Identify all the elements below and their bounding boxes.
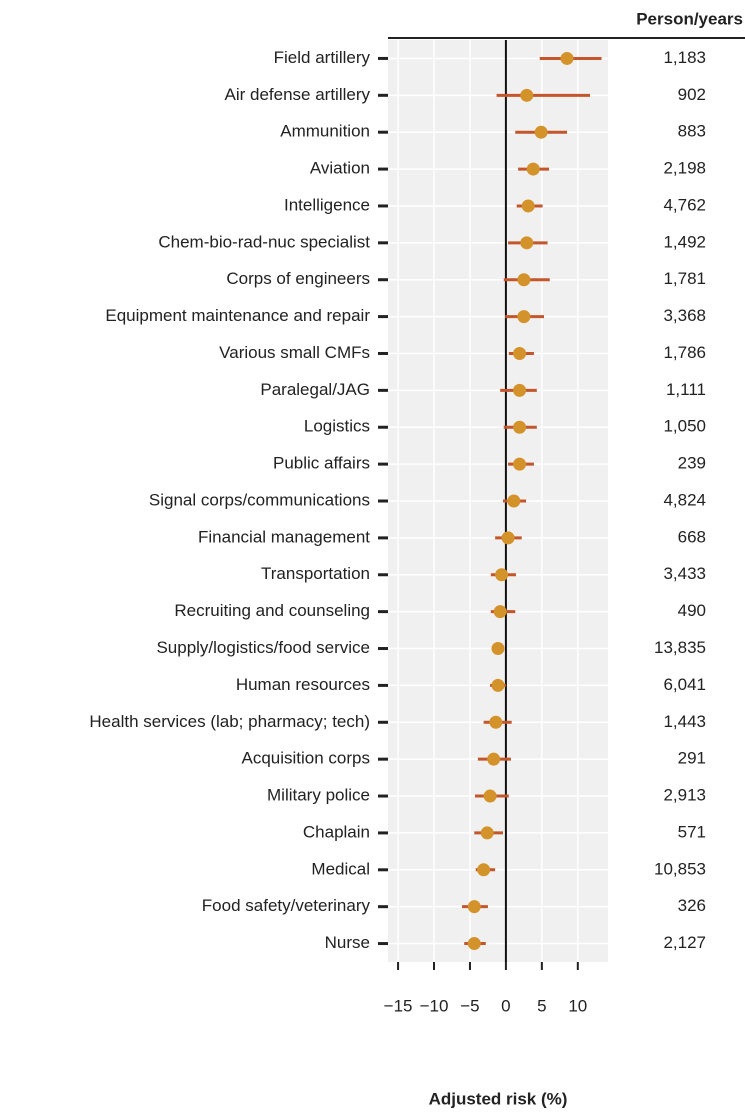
- y-tick-label: Paralegal/JAG: [260, 380, 370, 399]
- point-estimate: [483, 789, 497, 803]
- person-years: 2,198: [663, 159, 706, 178]
- person-years: 2,127: [663, 933, 706, 952]
- point-estimate: [507, 494, 521, 508]
- point-estimate: [513, 457, 527, 471]
- y-tick-label: Field artillery: [274, 48, 371, 67]
- person-years: 490: [678, 601, 706, 620]
- person-years: 13,835: [654, 638, 706, 657]
- point-estimate: [501, 531, 515, 545]
- x-tick-label: 5: [537, 996, 546, 1015]
- y-tick-label: Logistics: [304, 417, 370, 436]
- y-tick-label: Various small CMFs: [219, 343, 370, 362]
- point-estimate: [467, 900, 481, 914]
- y-tick-label: Equipment maintenance and repair: [105, 306, 370, 325]
- point-estimate: [487, 752, 501, 766]
- y-tick-label: Public affairs: [273, 454, 370, 473]
- point-estimate: [493, 605, 507, 619]
- x-tick-label: −10: [420, 996, 449, 1015]
- person-years: 10,853: [654, 859, 706, 878]
- point-estimate: [467, 937, 481, 951]
- point-estimate: [526, 162, 540, 176]
- y-tick-label: Chaplain: [303, 822, 370, 841]
- point-estimate: [534, 125, 548, 139]
- person-years: 239: [678, 454, 706, 473]
- point-estimate: [520, 88, 534, 102]
- point-estimate: [495, 568, 509, 582]
- person-years: 1,443: [663, 712, 706, 731]
- person-years: 291: [678, 749, 706, 768]
- y-tick-label: Aviation: [310, 159, 370, 178]
- y-tick-label: Chem-bio-rad-nuc specialist: [158, 232, 370, 251]
- person-years: 902: [678, 85, 706, 104]
- point-estimate: [513, 346, 527, 360]
- person-years: 1,183: [663, 48, 706, 67]
- y-tick-label: Corps of engineers: [226, 269, 370, 288]
- person-years: 571: [678, 822, 706, 841]
- person-years: 3,433: [663, 564, 706, 583]
- y-tick-label: Supply/logistics/food service: [156, 638, 370, 657]
- column-title: Person/years: [636, 9, 743, 28]
- y-tick-label: Intelligence: [284, 195, 370, 214]
- point-estimate: [480, 826, 494, 840]
- point-estimate: [521, 199, 535, 213]
- y-tick-label: Financial management: [198, 527, 370, 546]
- x-tick-label: 0: [501, 996, 510, 1015]
- point-estimate: [477, 863, 491, 877]
- person-years: 3,368: [663, 306, 706, 325]
- person-years: 1,111: [666, 380, 706, 399]
- point-estimate: [517, 310, 531, 324]
- person-years: 2,913: [663, 786, 706, 805]
- person-years: 4,824: [663, 490, 706, 509]
- x-axis-label: Adjusted risk (%): [429, 1089, 568, 1108]
- person-years: 1,781: [663, 269, 706, 288]
- y-tick-label: Ammunition: [280, 122, 370, 141]
- person-years: 883: [678, 122, 706, 141]
- y-tick-label: Acquisition corps: [241, 749, 370, 768]
- point-estimate: [560, 51, 574, 65]
- y-tick-label: Signal corps/communications: [149, 490, 370, 509]
- x-tick-label: −15: [384, 996, 413, 1015]
- point-estimate: [491, 678, 505, 692]
- y-tick-label: Health services (lab; pharmacy; tech): [89, 712, 370, 731]
- person-years: 4,762: [663, 195, 706, 214]
- y-tick-label: Nurse: [325, 933, 370, 952]
- point-estimate: [489, 715, 503, 729]
- person-years: 1,492: [663, 232, 706, 251]
- x-tick-label: −5: [460, 996, 479, 1015]
- person-years: 6,041: [663, 675, 706, 694]
- point-estimate: [520, 236, 534, 250]
- y-tick-label: Medical: [311, 859, 370, 878]
- x-tick-label: 10: [568, 996, 587, 1015]
- point-estimate: [491, 642, 505, 656]
- person-years: 668: [678, 527, 706, 546]
- y-tick-label: Food safety/veterinary: [202, 896, 371, 915]
- y-tick-label: Transportation: [261, 564, 370, 583]
- point-estimate: [513, 420, 527, 434]
- person-years: 326: [678, 896, 706, 915]
- point-estimate: [513, 383, 527, 397]
- point-estimate: [517, 273, 531, 287]
- y-tick-label: Air defense artillery: [224, 85, 370, 104]
- y-tick-label: Recruiting and counseling: [174, 601, 370, 620]
- person-years: 1,050: [663, 417, 706, 436]
- y-tick-label: Human resources: [236, 675, 370, 694]
- person-years: 1,786: [663, 343, 706, 362]
- y-tick-label: Military police: [267, 786, 370, 805]
